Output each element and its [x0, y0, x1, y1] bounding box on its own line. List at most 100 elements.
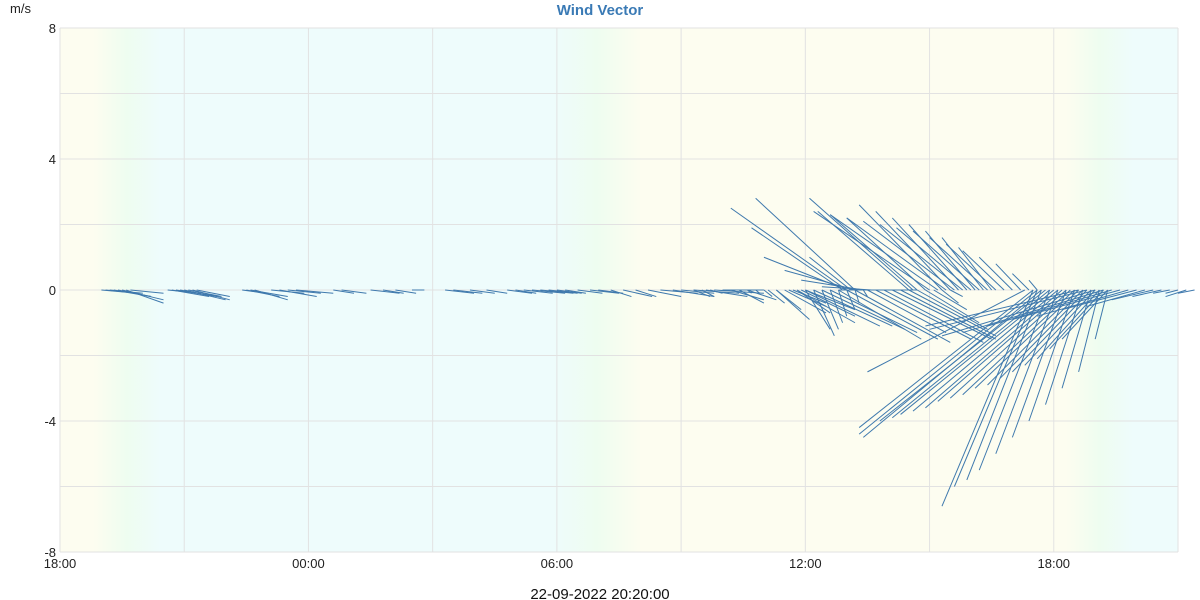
wind-vector-segment — [610, 289, 632, 298]
wind-vector-segment — [858, 289, 1038, 435]
wind-vector-segment — [838, 289, 922, 340]
y-axis-unit-label: m/s — [10, 1, 31, 16]
wind-vector-segment — [929, 289, 1088, 330]
wind-vector-segment — [925, 230, 976, 291]
wind-vector-segment — [548, 289, 578, 294]
wind-vector-segment — [813, 289, 893, 327]
wind-vector-segment — [937, 289, 1067, 402]
wind-vector-segment — [1165, 289, 1179, 294]
x-tick-label: 06:00 — [541, 556, 574, 571]
wind-vector-segment — [1011, 289, 1067, 438]
wind-vector-segment — [763, 289, 773, 297]
wind-vector-segment — [900, 289, 997, 340]
wind-vector-segment — [1132, 289, 1162, 298]
wind-vector-segment — [796, 289, 831, 314]
wind-vector-segment — [130, 289, 164, 294]
wind-vector-segment — [486, 289, 508, 294]
wind-vector-segment — [867, 289, 947, 334]
wind-vector-segment — [809, 197, 914, 291]
wind-vector-segment — [858, 204, 943, 291]
wind-vector-segment — [755, 289, 761, 294]
wind-vector-segment — [1165, 289, 1187, 298]
wind-vector-segment — [333, 289, 355, 294]
wind-vector-segment — [184, 289, 226, 301]
x-axis-ticks: 18:00 00:00 06:00 12:00 18:00 — [44, 556, 1070, 571]
wind-vector-segment — [891, 217, 959, 291]
wind-vector-segment — [941, 289, 1096, 337]
wind-vector-segment — [382, 289, 404, 294]
chart-title: Wind Vector — [557, 2, 644, 19]
wind-vector-segment — [995, 263, 1022, 291]
wind-vector-segment — [287, 289, 321, 294]
wind-vector-segment — [883, 289, 984, 343]
wind-vector-segment — [933, 289, 968, 311]
wind-vector-segment — [953, 289, 1038, 487]
wind-vector-segment — [987, 289, 1112, 327]
wind-vector-segment — [370, 289, 400, 294]
wind-vector-segment — [1028, 289, 1075, 422]
wind-vector-segment — [925, 289, 1079, 327]
wind-vector-segment — [912, 230, 980, 291]
wind-vector-segment — [854, 289, 860, 304]
wind-vector-segment — [623, 289, 653, 298]
wind-vector-segment — [941, 289, 1034, 507]
wind-vector-segment — [1111, 289, 1154, 301]
wind-vector-segment — [751, 227, 843, 291]
wind-vector-segment — [445, 289, 475, 294]
wind-vector-segment — [341, 289, 367, 294]
wind-vector-segment — [929, 237, 988, 291]
wind-vector-segment — [908, 224, 968, 291]
wind-vector-segment — [647, 289, 682, 298]
wind-vector-segment — [701, 289, 715, 297]
wind-vector-segment — [892, 289, 992, 340]
wind-vector-segment — [978, 289, 1051, 471]
wind-vector-segment — [809, 256, 852, 291]
wind-vector-segment — [556, 289, 582, 294]
wind-vector-segment — [817, 211, 910, 291]
wind-vector-segment — [453, 289, 483, 294]
wind-vector-segment — [565, 289, 586, 294]
wind-vector-segment — [1045, 289, 1084, 405]
wind-vector-segment — [531, 289, 566, 294]
wind-vector-segment — [635, 289, 657, 298]
y-tick-label: 0 — [49, 283, 56, 298]
wind-vector-segment — [950, 289, 963, 297]
wind-vector-segment — [858, 289, 1034, 428]
wind-vector-segment — [821, 286, 872, 291]
wind-vector-segment — [254, 289, 288, 301]
wind-vector-segment — [776, 289, 810, 320]
wind-vector-segment — [867, 289, 1026, 373]
wind-vector-segment — [1061, 289, 1092, 389]
wind-vector-segment — [875, 289, 972, 340]
wind-vector-segment — [523, 289, 553, 294]
wind-vector-segment — [978, 256, 1013, 291]
wind-vector-segment — [1153, 289, 1170, 294]
y-axis-ticks: 8 4 0 -4 -8 — [44, 21, 56, 560]
wind-vector-segment — [784, 289, 827, 314]
wind-vector-segment — [837, 289, 848, 317]
y-tick-label: -4 — [44, 414, 56, 429]
wind-vector-segment — [763, 256, 847, 291]
wind-vector-segment — [805, 289, 881, 327]
x-tick-label: 12:00 — [789, 556, 822, 571]
wind-vector-segment — [515, 289, 537, 294]
wind-vector-segment — [709, 289, 723, 294]
wind-vector-segment — [196, 289, 230, 298]
wind-vector-segment — [879, 289, 1046, 422]
wind-vector-segment — [821, 289, 839, 330]
x-tick-label: 18:00 — [44, 556, 77, 571]
wind-vector-segment — [941, 237, 984, 291]
wind-vector-segment — [1061, 289, 1137, 311]
wind-vectors — [101, 197, 1195, 507]
wind-vector-segment — [800, 289, 856, 317]
wind-vector-segment — [192, 289, 230, 301]
wind-vector-segment — [767, 289, 785, 304]
wind-vector-segment — [1028, 279, 1038, 291]
wind-vector-segment — [862, 289, 868, 297]
wind-vector-segment — [846, 217, 926, 291]
wind-vector-segment — [804, 289, 831, 330]
wind-vector-segment — [829, 214, 918, 291]
wind-vector-segment — [962, 289, 1104, 334]
wind-vector-segment — [821, 289, 905, 330]
